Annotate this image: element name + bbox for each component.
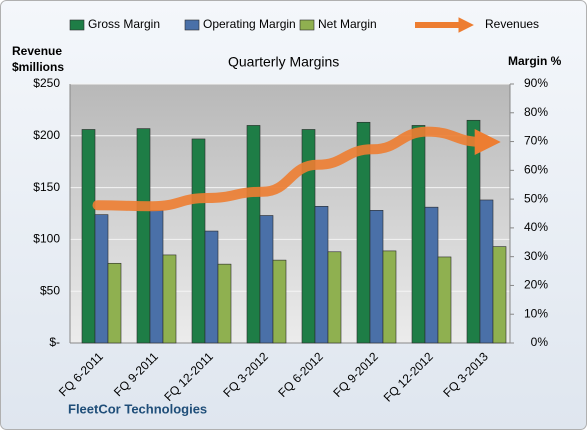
y2-axis-label: Margin % [508,54,562,68]
bar [81,129,96,344]
legend-swatch [184,19,200,31]
bar [204,230,219,344]
y-axis-label: $millions [12,60,64,74]
y2-tick-label: 40% [524,220,548,234]
bar [314,206,329,344]
y2-tick-label: 60% [524,163,548,177]
y2-tick-label: 50% [524,191,548,205]
bar [492,246,507,344]
bar [466,119,481,344]
bar [259,215,274,344]
y-axis-label: Revenue [12,44,62,58]
y2-tick-label: 20% [524,278,548,292]
revenue-line [92,126,501,212]
bar [136,128,151,344]
legend-label: Net Margin [318,17,377,31]
bar [327,251,342,344]
footer: FleetCor Technologies [68,401,207,416]
bar [437,256,452,344]
y-tick-label: $250 [33,76,60,90]
legend-label: Revenues [485,17,539,31]
y2-tick-label: 70% [524,134,548,148]
legend-label: Gross Margin [88,17,160,31]
chart-title: Quarterly Margins [228,54,339,70]
bar [424,206,439,344]
bar [94,214,109,344]
bar [246,125,261,344]
y2-tick-label: 30% [524,249,548,263]
y-tick-label: $200 [33,128,60,142]
legend-swatch [299,19,315,31]
bar [369,210,384,344]
y2-tick-label: 90% [524,76,548,90]
bar [191,138,206,344]
y2-tick-label: 80% [524,105,548,119]
y2-tick-label: 0% [531,335,549,349]
bar [479,199,494,344]
y2-tick-label: 10% [524,306,548,320]
y-tick-label: $150 [33,180,60,194]
bar [162,254,177,344]
legend-swatch [69,19,85,31]
y-tick-label: $50 [40,283,60,297]
bar [107,262,122,344]
bar [217,263,232,344]
bar [149,210,164,344]
y-tick-label: $100 [33,232,60,246]
bar [272,259,287,344]
bar [382,250,397,344]
y-tick-label: $- [49,335,60,349]
bar [411,125,426,344]
legend-label: Operating Margin [203,17,296,31]
